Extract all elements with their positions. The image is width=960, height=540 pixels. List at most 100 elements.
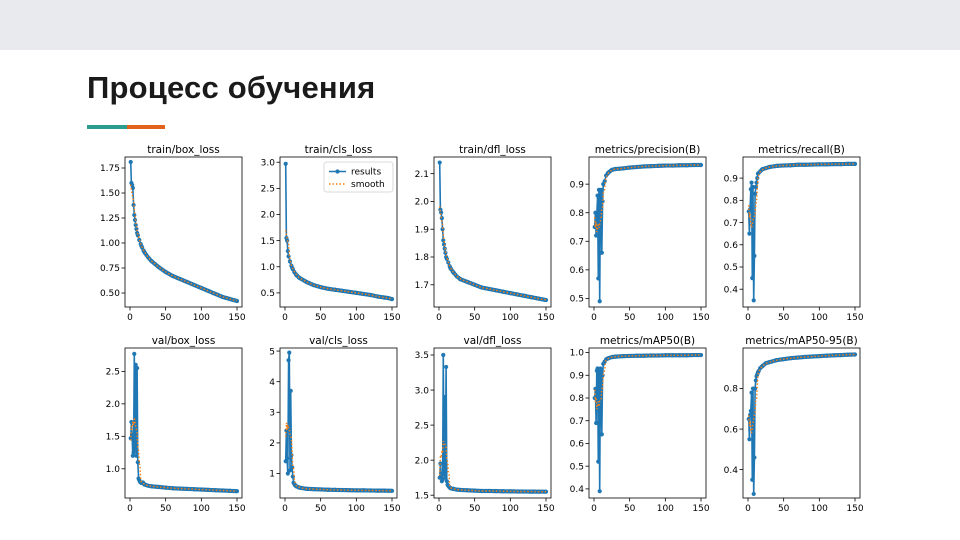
x-tick-label: 100 [657, 313, 674, 323]
results-markers [437, 352, 549, 494]
results-marker [747, 231, 752, 236]
y-tick-label: 3.0 [415, 386, 430, 396]
results-marker [597, 489, 602, 494]
chart-title: val/cls_loss [309, 335, 368, 347]
results-markers [283, 350, 395, 493]
results-marker [698, 352, 703, 358]
results-marker [285, 471, 290, 476]
smooth-line [130, 184, 238, 302]
results-markers [746, 352, 858, 497]
results-markers [437, 160, 549, 303]
results-marker [698, 162, 703, 168]
results-marker [129, 419, 134, 425]
y-tick-label: 1.25 [100, 214, 120, 224]
smooth-line [439, 206, 547, 301]
results-marker [283, 161, 288, 166]
results-markers [592, 352, 704, 494]
x-tick-label: 50 [778, 504, 790, 514]
top-banner [0, 0, 960, 50]
y-tick-label: 0.5 [261, 289, 275, 299]
plot-frame [742, 347, 861, 499]
y-tick-label: 0.9 [570, 180, 585, 190]
y-tick-label: 1.5 [261, 237, 275, 247]
y-tick-label: 0.5 [724, 263, 738, 273]
plot-frame [279, 156, 398, 308]
y-tick-label: 3 [269, 408, 275, 418]
results-marker [599, 432, 604, 437]
plot-frame [433, 347, 552, 499]
x-tick-label: 50 [469, 313, 481, 323]
results-marker [134, 453, 139, 458]
chart-title: metrics/recall(B) [758, 144, 845, 156]
results-line [284, 352, 393, 492]
results-marker [132, 447, 138, 452]
smooth-line [439, 440, 546, 493]
plot-frame [124, 156, 243, 308]
y-tick-label: 2.5 [415, 421, 429, 431]
results-marker [130, 453, 135, 458]
results-marker [440, 227, 445, 232]
y-tick-label: 2.0 [106, 400, 121, 410]
y-tick-label: 0.75 [100, 264, 120, 274]
x-tick-label: 100 [657, 504, 674, 514]
results-line [129, 353, 238, 492]
results-marker [599, 187, 604, 192]
chart-val-box_loss: val/box_loss 0 50 100 150 1.0 1.5 2.0 2.5 [106, 335, 246, 514]
x-tick-label: 0 [591, 504, 597, 514]
chart-title: train/box_loss [147, 144, 220, 156]
results-marker [441, 242, 447, 247]
results-marker [286, 358, 291, 363]
y-tick-label: 0.6 [724, 425, 739, 435]
results-marker [752, 455, 757, 460]
legend-results-marker [335, 169, 340, 174]
chart-metrics-mAP50-95-B: metrics/mAP50-95(B) 0 50 100 150 0.4 0.6 0.8 [724, 335, 864, 514]
y-tick-label: 0.4 [724, 466, 739, 476]
results-line [747, 353, 856, 494]
results-marker [128, 159, 133, 165]
x-tick-label: 150 [846, 504, 863, 514]
y-tick-label: 2.5 [261, 185, 275, 195]
y-tick-label: 0.8 [724, 197, 739, 207]
results-marker [749, 180, 754, 185]
results-marker [753, 386, 758, 391]
x-tick-label: 100 [348, 313, 365, 323]
y-tick-label: 1.0 [570, 349, 585, 359]
y-tick-label: 1.5 [106, 433, 120, 443]
results-marker [287, 468, 293, 473]
x-tick-label: 50 [160, 313, 172, 323]
y-tick-label: 1.8 [415, 253, 430, 263]
results-markers [128, 159, 240, 304]
results-marker [750, 477, 755, 482]
x-tick-label: 0 [436, 504, 442, 514]
y-tick-label: 1.75 [100, 164, 120, 174]
results-marker [133, 362, 138, 367]
x-tick-label: 100 [348, 504, 365, 514]
x-tick-label: 0 [282, 313, 288, 323]
x-tick-label: 0 [745, 504, 751, 514]
y-tick-label: 1.5 [415, 491, 429, 501]
y-tick-label: 0.6 [570, 266, 585, 276]
results-marker [441, 472, 447, 477]
y-tick-label: 1.7 [415, 281, 429, 291]
y-tick-label: 2.0 [415, 198, 430, 208]
results-markers [592, 162, 704, 304]
results-marker [441, 352, 446, 358]
y-tick-label: 0.6 [570, 440, 585, 450]
plot-frame [742, 156, 861, 308]
results-marker [748, 207, 753, 212]
x-tick-label: 50 [315, 313, 327, 323]
y-tick-label: 1 [269, 470, 275, 480]
results-marker [750, 276, 755, 281]
y-tick-label: 1.0 [261, 263, 276, 273]
plot-frame [588, 156, 707, 308]
y-tick-label: 0.50 [100, 289, 120, 299]
legend-results-label: results [351, 168, 381, 178]
y-tick-label: 5 [269, 347, 275, 357]
results-marker [288, 388, 293, 393]
title-underline-orange [127, 125, 165, 129]
x-tick-label: 100 [193, 313, 210, 323]
x-tick-label: 150 [846, 313, 863, 323]
results-marker [594, 420, 599, 426]
results-marker [751, 298, 756, 303]
smooth-line [748, 163, 855, 231]
